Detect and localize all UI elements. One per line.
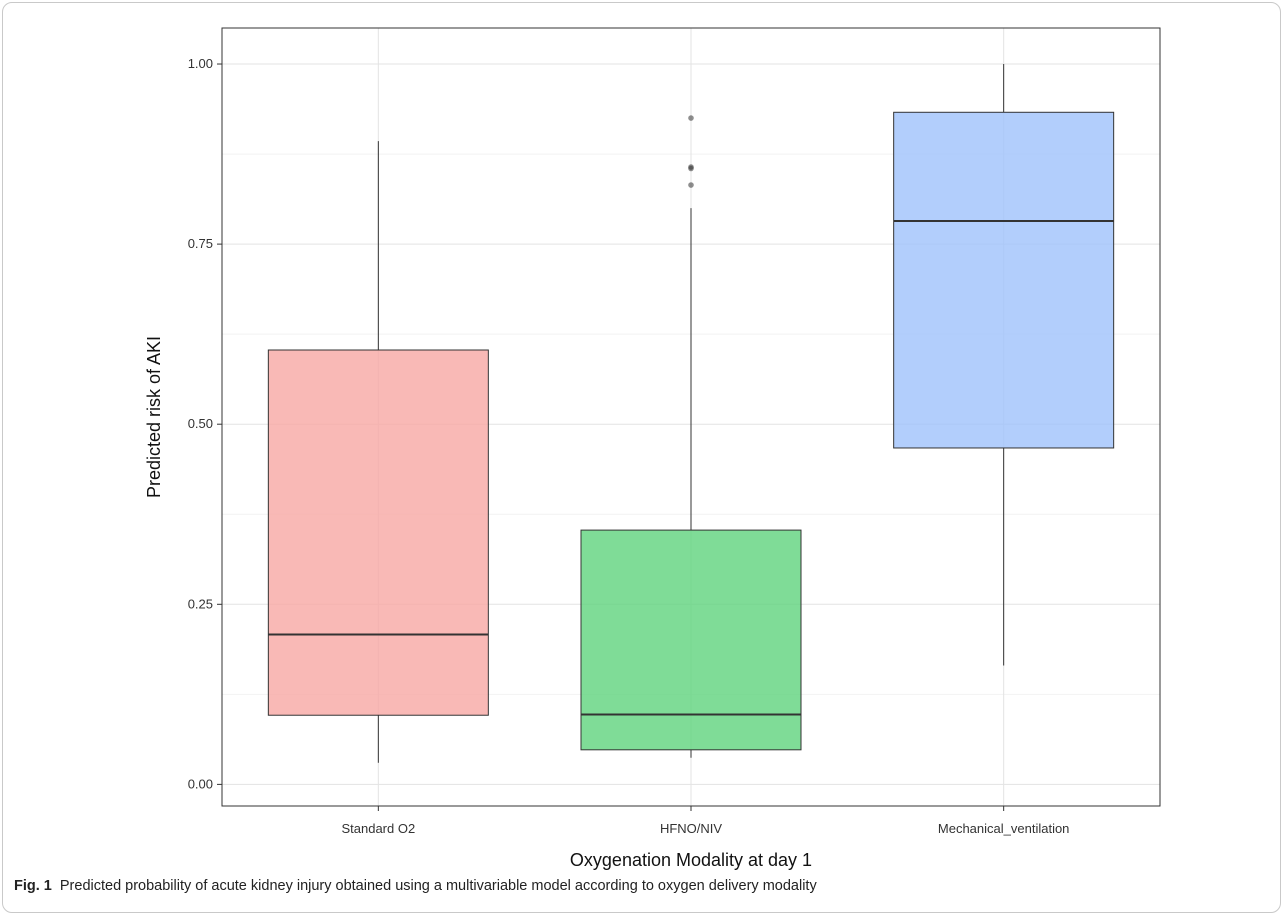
box-group [267, 141, 489, 763]
box-group [580, 115, 802, 758]
box-group [893, 64, 1115, 666]
y-tick-label: 0.75 [188, 236, 213, 251]
x-tick-label: Mechanical_ventilation [938, 821, 1070, 836]
box-plot: 0.00 0.25 0.50 0.75 1.00 Standard O2 HFNO/NIV M… [144, 27, 1161, 870]
outlier-point [688, 165, 694, 172]
iqr-box [580, 529, 802, 751]
x-axis-title: Oxygenation Modality at day 1 [570, 850, 812, 870]
outlier-point [688, 115, 694, 121]
outlier-point [688, 182, 694, 188]
y-tick-label: 0.00 [188, 776, 213, 791]
caption-label: Fig. 1 [14, 878, 52, 894]
iqr-box [267, 349, 489, 716]
x-tick-label: HFNO/NIV [660, 821, 722, 836]
y-tick-label: 0.25 [188, 596, 213, 611]
caption-text: Predicted probability of acute kidney in… [59, 878, 817, 894]
y-tick-label: 0.50 [188, 416, 213, 431]
y-axis-title: Predicted risk of AKI [144, 336, 164, 498]
figure-caption: Fig. 1 Predicted probability of acute kid… [14, 878, 817, 894]
iqr-box [893, 111, 1115, 449]
y-tick-label: 1.00 [188, 56, 213, 71]
x-tick-label: Standard O2 [341, 821, 415, 836]
